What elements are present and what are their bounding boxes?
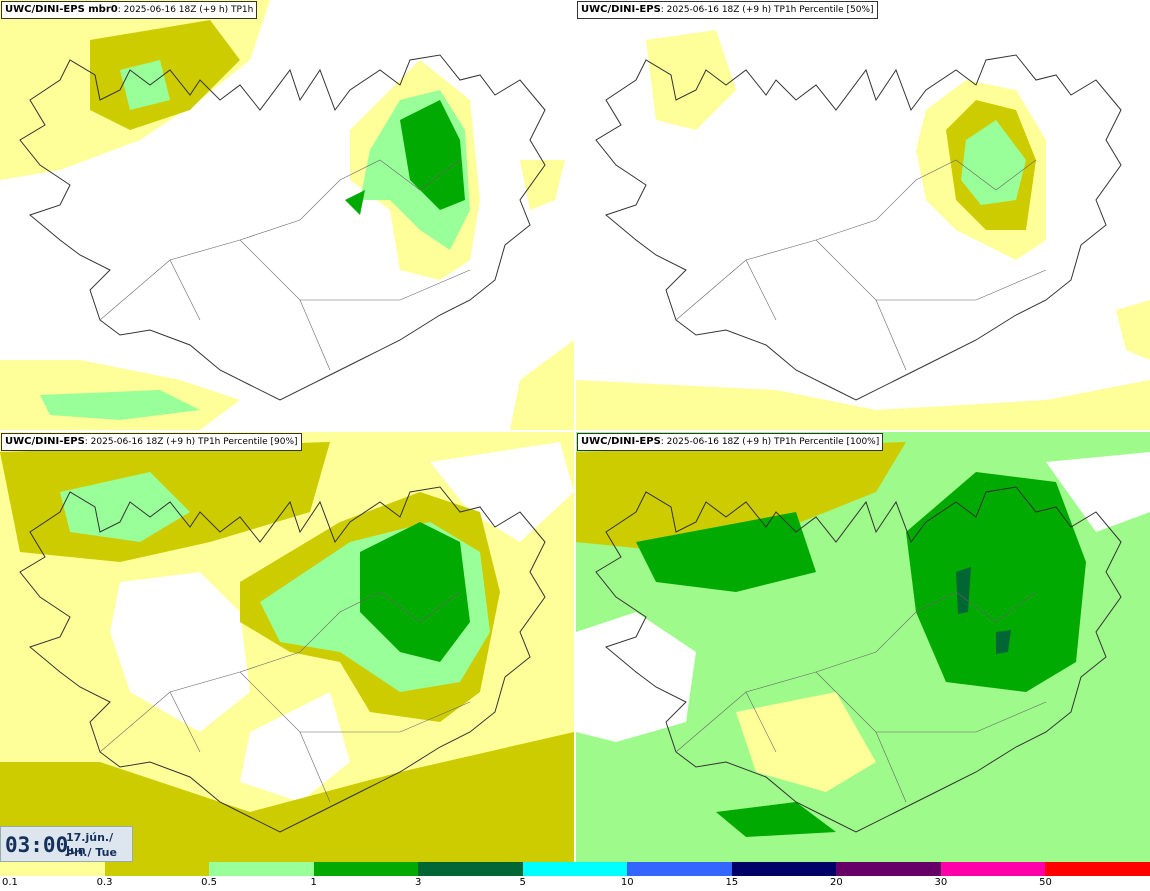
legend-label: 5 <box>519 877 526 888</box>
panel-title: UWC/DINI-EPS: 2025-06-16 18Z (+9 h) TP1h… <box>577 433 884 451</box>
color-legend: 0.1 0.3 0.5 1 3 5 10 15 20 30 50 <box>0 862 1150 891</box>
panel-divider-horizontal <box>0 430 1150 432</box>
panel-title: UWC/DINI-EPS: 2025-06-16 18Z (+9 h) TP1h… <box>577 1 878 19</box>
legend-swatch <box>209 862 315 876</box>
valid-time: 03:00 <box>5 833 69 857</box>
precip-field-p90 <box>0 432 574 862</box>
legend-label: 0.1 <box>2 877 18 888</box>
legend-label: 10 <box>620 877 634 888</box>
legend-label: 15 <box>725 877 739 888</box>
map-panel-percentile-100: UWC/DINI-EPS: 2025-06-16 18Z (+9 h) TP1h… <box>576 432 1150 862</box>
legend-swatch <box>1045 862 1150 876</box>
valid-time-box: 03:00 17.jún./ Jun Þri./ Tue <box>0 826 133 862</box>
legend-swatch <box>627 862 733 876</box>
precip-field-p100 <box>576 432 1150 862</box>
precip-field-mbr0 <box>0 0 574 430</box>
legend-swatch <box>836 862 942 876</box>
legend-swatch <box>731 862 837 876</box>
legend-label: 30 <box>934 877 948 888</box>
legend-swatch <box>0 862 105 876</box>
panel-title: UWC/DINI-EPS: 2025-06-16 18Z (+9 h) TP1h… <box>1 433 302 451</box>
legend-swatch <box>522 862 628 876</box>
legend-label: 0.3 <box>96 877 113 888</box>
map-panel-percentile-50: UWC/DINI-EPS: 2025-06-16 18Z (+9 h) TP1h… <box>576 0 1150 430</box>
valid-weekday: Þri./ Tue <box>66 846 117 859</box>
legend-label: 3 <box>414 877 422 888</box>
legend-swatch <box>313 862 419 876</box>
legend-label: 0.5 <box>201 877 218 888</box>
panel-title: UWC/DINI-EPS mbr0: 2025-06-16 18Z (+9 h)… <box>1 1 258 19</box>
map-panel-percentile-90: UWC/DINI-EPS: 2025-06-16 18Z (+9 h) TP1h… <box>0 432 574 862</box>
legend-label: 20 <box>829 877 843 888</box>
legend-swatch <box>418 862 524 876</box>
legend-swatch <box>940 862 1046 876</box>
map-panel-mbr0: UWC/DINI-EPS mbr0: 2025-06-16 18Z (+9 h)… <box>0 0 574 430</box>
valid-date: 17.jún./ Jun <box>66 831 114 857</box>
legend-label: 1 <box>310 877 317 888</box>
precip-field-p50 <box>576 30 1150 430</box>
legend-label: 50 <box>1039 877 1052 888</box>
legend-swatch <box>104 862 210 876</box>
